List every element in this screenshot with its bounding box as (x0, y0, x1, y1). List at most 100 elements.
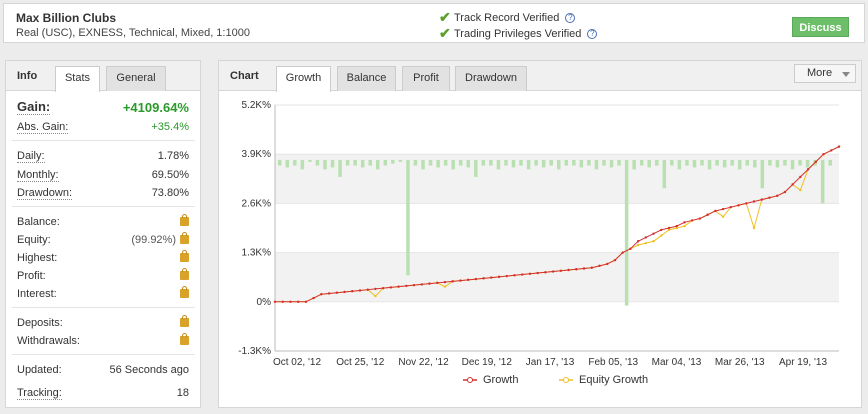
lock-icon (180, 333, 189, 347)
growth-point (320, 293, 323, 296)
bar (775, 159, 780, 168)
monthly-value: 69.50% (151, 169, 189, 181)
equity-growth-point (683, 224, 686, 228)
abs-gain-label: Abs. Gain: (17, 121, 69, 134)
growth-point (799, 175, 802, 179)
daily-value: 1.78% (157, 150, 189, 162)
tracking-row: Tracking: 18 (17, 387, 189, 401)
growth-point (745, 202, 748, 205)
bar (511, 159, 516, 168)
bar (760, 159, 765, 189)
tracking-link[interactable]: Tracking: (17, 387, 62, 400)
profit-label: Profit: (17, 270, 46, 282)
tab-profit[interactable]: Profit (402, 66, 450, 91)
account-header: Max Billion Clubs Real (USC), EXNESS, Te… (3, 3, 865, 43)
help-icon[interactable]: ? (587, 28, 598, 39)
bar (383, 159, 388, 166)
tab-growth[interactable]: Growth (276, 66, 331, 92)
bar (722, 159, 727, 168)
gain-value: +4109.64% (122, 100, 189, 115)
growth-point (660, 228, 663, 232)
account-name: Max Billion Clubs (16, 11, 117, 25)
growth-point (814, 160, 818, 163)
bar (519, 159, 523, 166)
growth-point (636, 240, 640, 243)
drawdown-value: 73.80% (151, 187, 189, 199)
growth-point (590, 266, 593, 269)
growth-point (296, 300, 300, 303)
chart-title: Chart (230, 70, 259, 82)
y-tick-label: -1.3K% (238, 346, 271, 357)
bar (745, 159, 750, 166)
growth-point (575, 268, 578, 271)
bar (670, 159, 674, 166)
growth-point (683, 221, 686, 224)
deposits-row: Deposits: (17, 315, 189, 331)
monthly-row: Monthly: 69.50% (17, 169, 189, 183)
bar (504, 159, 508, 166)
bar (632, 159, 636, 170)
tab-drawdown[interactable]: Drawdown (455, 66, 527, 91)
y-tick-label: 5.2K% (242, 100, 272, 111)
equity-growth-point (636, 243, 640, 247)
x-axis-labels: Oct 02, '12 Oct 25, '12 Nov 22, '12 Dec 19,… (273, 357, 827, 368)
growth-point (675, 224, 678, 228)
bar (609, 159, 614, 168)
bar (707, 159, 712, 170)
growth-point (513, 274, 516, 277)
growth-point (698, 217, 702, 220)
divider (12, 206, 195, 207)
bar (323, 159, 327, 170)
x-tick-label: Dec 19, '12 (462, 357, 513, 368)
y-tick-label: 2.6K% (242, 198, 272, 209)
bar (293, 159, 297, 166)
growth-point (327, 292, 331, 295)
bar (458, 159, 463, 166)
discuss-button[interactable]: Discuss (792, 17, 849, 37)
equity-growth-point (374, 294, 377, 298)
equity-value-wrap: (99.92%) (131, 232, 189, 246)
growth-point (374, 287, 377, 291)
highest-row: Highest: (17, 250, 189, 266)
equity-growth-point (667, 228, 671, 232)
growth-point (544, 271, 547, 274)
growth-point (760, 198, 763, 201)
bar (330, 159, 335, 168)
equity-growth-point (752, 226, 756, 230)
chevron-down-icon (842, 72, 850, 77)
growth-point (551, 270, 555, 273)
bar (587, 159, 591, 166)
bar (413, 159, 418, 166)
growth-point (358, 289, 362, 292)
tab-stats[interactable]: Stats (55, 66, 100, 92)
interest-row: Interest: (17, 286, 189, 302)
equity-label: Equity: (17, 234, 51, 246)
bar (474, 159, 478, 177)
track-record-verified: ✔ Track Record Verified ? (439, 9, 576, 26)
bar (338, 159, 342, 177)
growth-point (629, 247, 632, 251)
growth-point (459, 279, 462, 282)
growth-point (366, 288, 369, 291)
growth-point (351, 290, 354, 293)
interest-label: Interest: (17, 288, 57, 300)
tab-general[interactable]: General (106, 66, 166, 91)
legend-label: Growth (483, 374, 518, 386)
daily-row: Daily: 1.78% (17, 150, 189, 164)
bar (278, 159, 282, 166)
equity-growth-point (675, 226, 678, 230)
info-title: Info (17, 70, 38, 82)
x-tick-label: Apr 19, '13 (779, 357, 827, 368)
bar (451, 159, 455, 170)
tab-balance[interactable]: Balance (337, 66, 396, 91)
growth-point (806, 168, 810, 171)
bar (579, 159, 584, 168)
growth-point (474, 277, 478, 281)
bar (557, 159, 561, 170)
more-dropdown[interactable]: More (794, 64, 856, 83)
growth-point (304, 300, 308, 303)
growth-point (822, 153, 825, 156)
help-icon[interactable]: ? (565, 12, 576, 23)
bar (820, 159, 825, 204)
lock-icon (180, 286, 189, 300)
